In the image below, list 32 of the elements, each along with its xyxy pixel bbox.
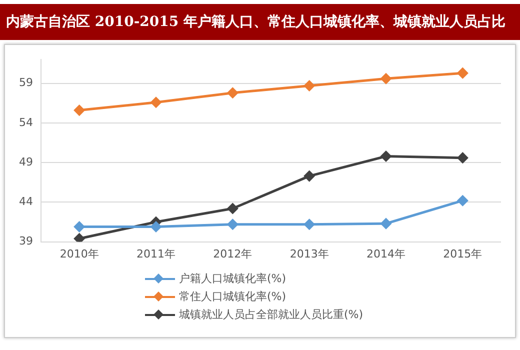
legend-label: 常住人口城镇化率(%): [179, 289, 286, 304]
x-tick-label: 2010年: [60, 247, 99, 260]
y-tick-label: 54: [18, 116, 33, 129]
point: [380, 150, 392, 162]
point: [457, 195, 468, 206]
x-tick-label: 2014年: [366, 247, 406, 260]
point: [150, 97, 162, 108]
y-tick-label: 49: [18, 155, 33, 168]
x-tick-label: 2012年: [213, 247, 252, 260]
legend-label: 户籍人口城镇化率(%): [179, 271, 286, 286]
point: [150, 222, 162, 232]
point: [227, 219, 238, 230]
x-tick-label: 2015年: [443, 247, 482, 260]
point: [304, 219, 315, 230]
point: [227, 203, 238, 214]
point: [457, 68, 468, 78]
point: [380, 218, 392, 229]
point: [74, 222, 85, 232]
point: [74, 233, 85, 242]
x-tick-label: 2013年: [290, 247, 329, 260]
point: [304, 80, 315, 91]
x-tick-label: 2011年: [136, 247, 176, 260]
y-tick-label: 39: [18, 234, 33, 248]
point: [457, 152, 468, 164]
point: [227, 88, 238, 98]
point: [380, 73, 392, 84]
y-tick-label: 44: [18, 195, 33, 208]
legend-label: 城镇就业人员占全部就业人员比重(%): [179, 307, 364, 322]
point: [74, 105, 85, 116]
y-tick-label: 59: [18, 76, 33, 90]
point: [304, 170, 315, 182]
chart-title: 内蒙古自治区 2010-2015 年户籍人口、常住人口城镇化率、城镇就业人员占比: [0, 4, 520, 40]
